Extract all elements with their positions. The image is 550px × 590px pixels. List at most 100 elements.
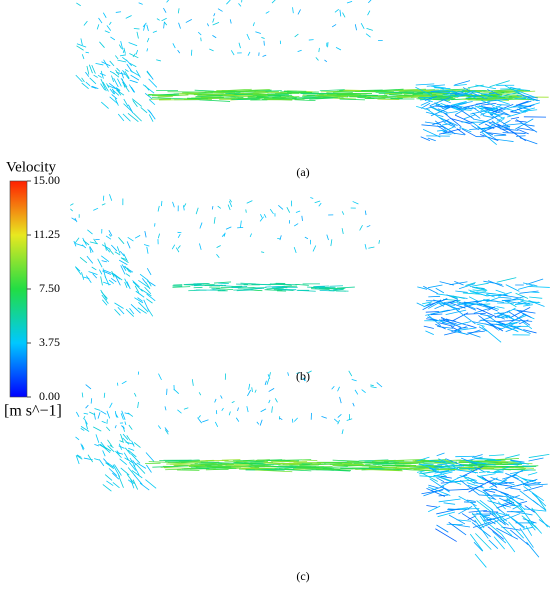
velocity-vector: [85, 71, 90, 77]
velocity-vector: [255, 31, 261, 34]
vector-field: [70, 0, 550, 568]
velocity-vector: [246, 33, 250, 41]
velocity-vector: [311, 288, 330, 290]
velocity-vector: [235, 417, 240, 422]
velocity-vector: [495, 512, 508, 522]
velocity-vector: [114, 274, 121, 286]
velocity-vector: [103, 59, 109, 69]
velocity-vector: [191, 379, 194, 386]
velocity-vector: [126, 281, 131, 290]
velocity-vector: [142, 84, 155, 94]
velocity-vector: [134, 285, 140, 293]
velocity-vector: [316, 468, 353, 471]
velocity-vector: [506, 300, 517, 308]
velocity-vector: [357, 97, 375, 99]
velocity-vector: [99, 269, 103, 275]
velocity-vector: [481, 99, 495, 107]
velocity-vector: [487, 526, 505, 540]
velocity-vector: [81, 244, 87, 249]
velocity-vector: [299, 464, 319, 466]
velocity-vector: [469, 282, 489, 288]
velocity-vector: [440, 475, 452, 479]
velocity-vector: [304, 236, 309, 240]
velocity-vector: [158, 373, 162, 381]
velocity-vector: [114, 410, 117, 418]
velocity-vector: [152, 30, 158, 33]
velocity-vector: [132, 281, 143, 292]
velocity-vector: [423, 285, 438, 294]
velocity-vector: [103, 458, 110, 466]
velocity-vector: [101, 294, 109, 304]
velocity-vector: [494, 134, 507, 137]
velocity-vector: [523, 508, 547, 512]
velocity-vector: [110, 36, 116, 41]
velocity-vector: [169, 463, 206, 466]
velocity-vector: [120, 433, 124, 442]
velocity-vector: [129, 308, 135, 315]
velocity-vector: [280, 90, 297, 93]
velocity-vector: [448, 299, 459, 304]
velocity-vector: [83, 412, 89, 415]
velocity-vector: [81, 444, 85, 450]
velocity-vector: [206, 466, 237, 469]
velocity-vector: [435, 287, 445, 294]
velocity-vector: [206, 23, 209, 27]
velocity-vector: [132, 280, 140, 288]
velocity-vector: [477, 126, 496, 140]
velocity-vector: [135, 290, 145, 298]
velocity-vector: [416, 302, 425, 307]
velocity-vector: [522, 526, 534, 530]
velocity-vector: [498, 291, 512, 297]
velocity-vector: [515, 89, 536, 98]
velocity-vector: [293, 223, 299, 227]
velocity-vector: [187, 97, 209, 100]
velocity-vector: [231, 286, 248, 288]
velocity-vector: [126, 473, 135, 484]
velocity-vector: [484, 93, 495, 95]
velocity-vector: [253, 91, 279, 93]
velocity-vector: [444, 111, 458, 114]
velocity-vector: [488, 280, 504, 287]
velocity-vector: [130, 74, 140, 81]
velocity-vector: [127, 267, 132, 274]
velocity-vector: [436, 477, 445, 483]
velocity-vector: [454, 330, 466, 335]
velocity-vector: [496, 277, 517, 283]
velocity-vector: [103, 281, 111, 286]
velocity-vector: [509, 496, 526, 511]
velocity-vector: [148, 114, 154, 122]
velocity-vector: [516, 100, 529, 106]
velocity-vector: [146, 24, 149, 32]
velocity-vector: [466, 324, 477, 329]
velocity-vector: [445, 309, 467, 316]
velocity-vector: [104, 474, 113, 481]
velocity-vector: [366, 27, 373, 31]
velocity-vector: [86, 255, 94, 264]
velocity-vector: [107, 445, 115, 453]
velocity-vector: [144, 286, 152, 295]
velocity-vector: [152, 465, 188, 468]
velocity-vector: [515, 292, 529, 299]
velocity-vector: [129, 70, 141, 77]
velocity-vector: [76, 455, 83, 460]
velocity-vector: [476, 323, 485, 327]
velocity-vector: [348, 370, 353, 377]
velocity-vector: [342, 12, 346, 18]
velocity-vector: [228, 200, 233, 207]
velocity-vector: [101, 260, 107, 263]
velocity-vector: [427, 314, 442, 327]
velocity-vector: [132, 112, 142, 122]
velocity-vector: [451, 479, 475, 483]
velocity-vector: [483, 106, 493, 109]
velocity-vector: [473, 466, 486, 473]
velocity-vector: [440, 476, 462, 485]
velocity-vector: [341, 211, 345, 215]
velocity-vector: [516, 309, 532, 318]
velocity-vector: [297, 9, 301, 15]
velocity-vector: [418, 463, 437, 471]
velocity-vector: [236, 289, 254, 292]
velocity-vector: [520, 310, 536, 314]
velocity-vector: [528, 453, 550, 458]
velocity-vector: [115, 69, 120, 76]
velocity-vector: [195, 95, 227, 98]
